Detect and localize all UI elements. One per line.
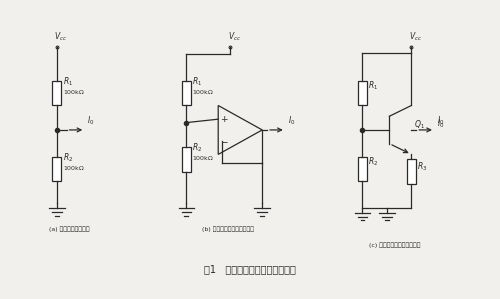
Bar (52, 81, 61, 106)
Text: $I_0$: $I_0$ (288, 114, 295, 126)
Bar (407, 159, 416, 184)
Text: (c) 射级电压跟随器法电路图: (c) 射级电压跟随器法电路图 (368, 242, 420, 248)
Text: 图1   常用偏置方法的电路原理图: 图1 常用偏置方法的电路原理图 (204, 264, 296, 274)
Text: $R_2$: $R_2$ (62, 151, 73, 164)
Text: $V_{cc}$: $V_{cc}$ (409, 30, 422, 43)
Text: $R_1$: $R_1$ (368, 79, 378, 92)
Bar (358, 157, 367, 181)
Text: $I_0$: $I_0$ (437, 118, 444, 130)
Bar (358, 81, 367, 106)
Text: $V_{cc}$: $V_{cc}$ (228, 30, 241, 43)
Text: $R_1$: $R_1$ (62, 75, 73, 88)
Text: +: + (220, 115, 228, 124)
Text: $-$: $-$ (220, 136, 228, 145)
Text: (a) 电阻分压法电路图: (a) 电阻分压法电路图 (48, 227, 90, 232)
Text: $R_2$: $R_2$ (192, 141, 202, 154)
Text: $Q_1$: $Q_1$ (414, 118, 424, 131)
Text: (b) 运放电压跟随器法电路图: (b) 运放电压跟随器法电路图 (202, 227, 254, 232)
Text: $I_0$: $I_0$ (87, 114, 94, 126)
Text: 100k$\Omega$: 100k$\Omega$ (62, 164, 84, 172)
Bar (182, 147, 191, 172)
Text: $R_3$: $R_3$ (418, 160, 428, 173)
Text: $R_1$: $R_1$ (192, 75, 202, 88)
Text: $I_0$: $I_0$ (437, 114, 444, 126)
Text: 100k$\Omega$: 100k$\Omega$ (192, 88, 214, 96)
Bar (182, 81, 191, 106)
Text: $R_2$: $R_2$ (368, 155, 378, 168)
Text: 100k$\Omega$: 100k$\Omega$ (62, 88, 84, 96)
Text: 100k$\Omega$: 100k$\Omega$ (192, 154, 214, 162)
Text: $V_{cc}$: $V_{cc}$ (54, 30, 68, 43)
Bar (52, 157, 61, 181)
